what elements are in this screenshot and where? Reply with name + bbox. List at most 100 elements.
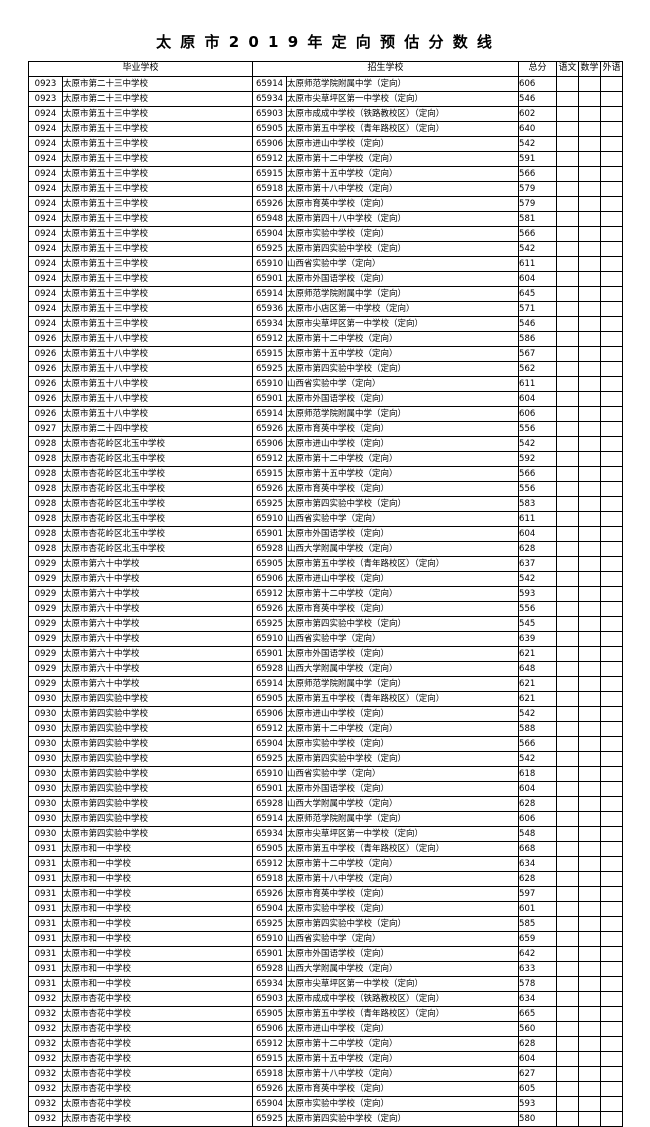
cell-english-score — [600, 976, 624, 992]
cell-total-score: 628 — [518, 541, 558, 557]
cell-grad-school: 太原市杏花岭区北玉中学校 — [61, 511, 254, 527]
cell-enroll-code: 65901 — [252, 526, 288, 542]
cell-grad-school: 太原市第五十八中学校 — [61, 346, 254, 362]
cell-chinese-score — [556, 1081, 580, 1097]
cell-chinese-score — [556, 346, 580, 362]
cell-math-score — [578, 661, 602, 677]
cell-grad-code: 0927 — [28, 421, 63, 437]
cell-chinese-score — [556, 796, 580, 812]
cell-enroll-school: 太原师范学院附属中学（定向） — [286, 676, 520, 692]
cell-enroll-school: 太原市成成中学校（铁路教校区）（定向） — [286, 106, 520, 122]
cell-enroll-code: 65901 — [252, 391, 288, 407]
cell-math-score — [578, 571, 602, 587]
cell-enroll-school: 太原市第十二中学校（定向） — [286, 1036, 520, 1052]
cell-grad-school: 太原市第四实验中学校 — [61, 766, 254, 782]
cell-grad-code: 0931 — [28, 946, 63, 962]
table-row: 0930 太原市第四实验中学校 65914 太原师范学院附属中学（定向） 606 — [28, 811, 624, 827]
cell-enroll-code: 65906 — [252, 136, 288, 152]
cell-grad-code: 0924 — [28, 226, 63, 242]
cell-total-score: 556 — [518, 481, 558, 497]
cell-enroll-school: 太原市外国语学校（定向） — [286, 526, 520, 542]
cell-grad-code: 0924 — [28, 151, 63, 167]
cell-grad-school: 太原市杏花中学校 — [61, 1036, 254, 1052]
cell-enroll-school: 太原市实验中学校（定向） — [286, 901, 520, 917]
cell-enroll-code: 65934 — [252, 316, 288, 332]
cell-enroll-code: 65928 — [252, 661, 288, 677]
cell-chinese-score — [556, 241, 580, 257]
cell-math-score — [578, 1006, 602, 1022]
cell-chinese-score — [556, 616, 580, 632]
cell-enroll-code: 65910 — [252, 511, 288, 527]
cell-math-score — [578, 991, 602, 1007]
cell-english-score — [600, 571, 624, 587]
cell-grad-school: 太原市和一中学校 — [61, 901, 254, 917]
table-row: 0924 太原市第五十三中学校 65934 太原市尖草坪区第一中学校（定向） 546 — [28, 316, 624, 332]
cell-math-score — [578, 1066, 602, 1082]
cell-enroll-code: 65905 — [252, 691, 288, 707]
table-row: 0931 太原市和一中学校 65904 太原市实验中学校（定向） 601 — [28, 901, 624, 917]
table-row: 0931 太原市和一中学校 65901 太原市外国语学校（定向） 642 — [28, 946, 624, 962]
cell-grad-school: 太原市第六十中学校 — [61, 571, 254, 587]
cell-grad-code: 0923 — [28, 76, 63, 92]
cell-grad-code: 0926 — [28, 361, 63, 377]
cell-total-score: 604 — [518, 271, 558, 287]
cell-chinese-score — [556, 136, 580, 152]
cell-enroll-code: 65914 — [252, 406, 288, 422]
cell-enroll-school: 太原市育英中学校（定向） — [286, 481, 520, 497]
cell-enroll-school: 太原市育英中学校（定向） — [286, 601, 520, 617]
cell-grad-school: 太原市第五十三中学校 — [61, 211, 254, 227]
cell-english-score — [600, 151, 624, 167]
cell-english-score — [600, 166, 624, 182]
cell-chinese-score — [556, 466, 580, 482]
cell-math-score — [578, 556, 602, 572]
table-row: 0932 太原市杏花中学校 65906 太原市进山中学校（定向） 560 — [28, 1021, 624, 1037]
table-header-row: 毕业学校 招生学校 总分 语文 数学 外语 — [27, 61, 624, 77]
table-row: 0932 太原市杏花中学校 65912 太原市第十二中学校（定向） 628 — [28, 1036, 624, 1052]
cell-english-score — [600, 811, 624, 827]
cell-total-score: 542 — [518, 136, 558, 152]
cell-english-score — [600, 256, 624, 272]
cell-enroll-code: 65912 — [252, 856, 288, 872]
cell-chinese-score — [556, 331, 580, 347]
cell-enroll-code: 65904 — [252, 901, 288, 917]
cell-total-score: 548 — [518, 826, 558, 842]
cell-total-score: 611 — [518, 511, 558, 527]
cell-enroll-code: 65903 — [252, 106, 288, 122]
table-row: 0924 太原市第五十三中学校 65915 太原市第十五中学校（定向） 566 — [28, 166, 624, 182]
cell-chinese-score — [556, 1021, 580, 1037]
cell-enroll-school: 太原市第十五中学校（定向） — [286, 166, 520, 182]
cell-math-score — [578, 496, 602, 512]
cell-grad-code: 0930 — [28, 706, 63, 722]
cell-math-score — [578, 451, 602, 467]
table-row: 0929 太原市第六十中学校 65912 太原市第十二中学校（定向） 593 — [28, 586, 624, 602]
cell-total-score: 591 — [518, 151, 558, 167]
cell-math-score — [578, 151, 602, 167]
cell-grad-school: 太原市第五十三中学校 — [61, 316, 254, 332]
cell-enroll-school: 山西大学附属中学校（定向） — [286, 661, 520, 677]
cell-english-score — [600, 871, 624, 887]
cell-grad-school: 太原市第四实验中学校 — [61, 706, 254, 722]
cell-english-score — [600, 106, 624, 122]
cell-enroll-code: 65910 — [252, 376, 288, 392]
cell-grad-code: 0928 — [28, 466, 63, 482]
cell-enroll-code: 65926 — [252, 196, 288, 212]
cell-grad-code: 0932 — [28, 1051, 63, 1067]
cell-enroll-code: 65928 — [252, 541, 288, 557]
cell-grad-code: 0931 — [28, 886, 63, 902]
cell-grad-school: 太原市和一中学校 — [61, 871, 254, 887]
cell-grad-school: 太原市杏花岭区北玉中学校 — [61, 436, 254, 452]
cell-enroll-school: 太原市第五中学校（青年路校区）（定向） — [286, 121, 520, 137]
cell-enroll-code: 65925 — [252, 1111, 288, 1127]
cell-grad-school: 太原市第六十中学校 — [61, 616, 254, 632]
cell-english-score — [600, 856, 624, 872]
cell-english-score — [600, 196, 624, 212]
cell-enroll-school: 太原市第五中学校（青年路校区）（定向） — [286, 841, 520, 857]
cell-english-score — [600, 451, 624, 467]
cell-enroll-code: 65928 — [252, 796, 288, 812]
table-row: 0928 太原市杏花岭区北玉中学校 65926 太原市育英中学校（定向） 556 — [28, 481, 624, 497]
cell-english-score — [600, 511, 624, 527]
cell-math-score — [578, 691, 602, 707]
table-row: 0924 太原市第五十三中学校 65936 太原市小店区第一中学校（定向） 571 — [28, 301, 624, 317]
cell-grad-code: 0924 — [28, 211, 63, 227]
table-row: 0930 太原市第四实验中学校 65905 太原市第五中学校（青年路校区）（定向） 62… — [28, 691, 624, 707]
